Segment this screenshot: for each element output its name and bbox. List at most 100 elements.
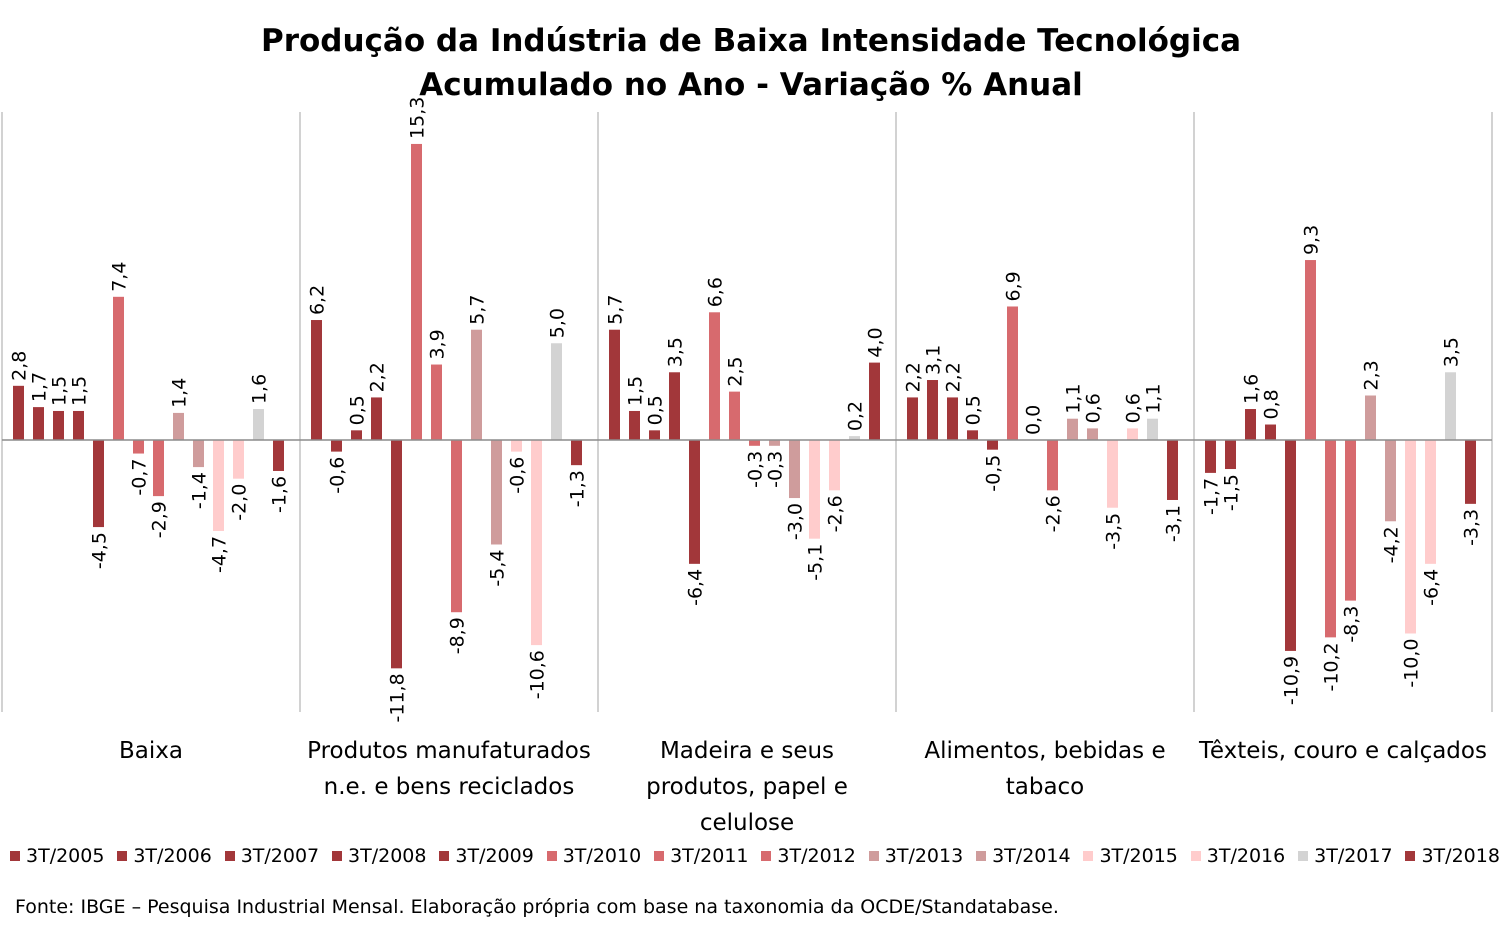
legend-item: 3T/2009 (439, 845, 534, 867)
legend-label: 3T/2016 (1206, 845, 1286, 867)
bar-3T-2017-cat-2 (849, 436, 860, 440)
bar-3T-2017-cat-1 (551, 343, 562, 440)
bar-3T-2008-cat-1 (371, 397, 382, 440)
category-label: Produtos manufaturados (307, 738, 591, 764)
legend-item: 3T/2011 (654, 845, 749, 867)
data-label: 1,6 (1241, 374, 1263, 404)
bar-3T-2010-cat-2 (709, 312, 720, 440)
legend-item: 3T/2007 (224, 845, 320, 867)
data-label: 0,8 (1261, 389, 1283, 419)
category-label: tabaco (1006, 774, 1085, 800)
bar-3T-2011-cat-1 (431, 364, 442, 440)
data-label: 1,7 (29, 372, 51, 402)
bar-3T-2007-cat-4 (1245, 409, 1256, 440)
bar-3T-2006-cat-3 (927, 380, 938, 440)
data-label: 2,5 (725, 356, 747, 386)
bar-3T-2016-cat-4 (1425, 440, 1436, 564)
bar-3T-2009-cat-0 (93, 440, 104, 528)
bar-3T-2009-cat-4 (1285, 440, 1296, 651)
bar-3T-2012-cat-1 (451, 440, 462, 613)
bar-3T-2012-cat-2 (749, 440, 760, 446)
legend-label: 3T/2012 (777, 845, 856, 867)
data-label: -3,0 (785, 503, 807, 540)
data-label: 0,5 (645, 395, 667, 425)
legend-label: 3T/2015 (1099, 845, 1178, 867)
bar-3T-2008-cat-4 (1265, 424, 1276, 440)
bar-3T-2005-cat-1 (311, 320, 322, 440)
data-label: -1,3 (567, 470, 589, 507)
data-label: 0,5 (963, 395, 985, 425)
data-label: -10,2 (1321, 642, 1343, 691)
data-label: 1,5 (69, 376, 91, 406)
bar-3T-2014-cat-2 (789, 440, 800, 499)
chart-plot: 2,86,2 5,72,2-1,71,7-0,61,53,1-1,51,50,5 0… (1, 97, 1493, 836)
data-label: 6,9 (1003, 271, 1025, 301)
bar-3T-2008-cat-2 (669, 372, 680, 440)
legend-swatch (976, 851, 987, 861)
data-label: -0,5 (983, 455, 1005, 492)
data-label: -5,1 (805, 544, 827, 581)
legend-swatch (332, 851, 343, 861)
data-label: 9,3 (1301, 225, 1323, 255)
legend-swatch (117, 851, 128, 861)
data-label: -6,4 (1421, 569, 1443, 606)
bar-3T-2010-cat-3 (1007, 306, 1018, 440)
legend-label: 3T/2005 (26, 845, 105, 867)
legend-label: 3T/2007 (240, 845, 320, 867)
bar-3T-2017-cat-3 (1147, 418, 1158, 440)
data-label: 0,5 (347, 395, 369, 425)
bar-3T-2013-cat-4 (1365, 395, 1376, 440)
bar-3T-2009-cat-3 (987, 440, 998, 450)
legend-item: 3T/2010 (546, 845, 641, 867)
data-label: -2,6 (1043, 495, 1065, 532)
bar-3T-2007-cat-2 (649, 430, 660, 440)
legend-label: 3T/2011 (670, 845, 749, 867)
source-note: Fonte: IBGE – Pesquisa Industrial Mensal… (15, 896, 1059, 918)
data-label: 5,7 (467, 294, 489, 324)
data-label: -3,5 (1103, 513, 1125, 550)
chart-legend: 3T/2005 3T/2006 3T/2007 3T/2008 3T/2009 3T/20… (10, 845, 1500, 867)
bar-3T-2018-cat-1 (571, 440, 582, 466)
data-label: 3,5 (665, 337, 687, 367)
data-label: -8,9 (447, 617, 469, 654)
category-label: produtos, papel e (646, 774, 848, 800)
bar-3T-2015-cat-4 (1405, 440, 1416, 634)
legend-item: 3T/2013 (868, 845, 964, 867)
bar-3T-2011-cat-4 (1325, 440, 1336, 638)
legend-label: 3T/2013 (884, 845, 964, 867)
bar-3T-2016-cat-0 (233, 440, 244, 479)
data-label: 4,0 (865, 327, 887, 357)
data-label: -1,5 (1221, 474, 1243, 511)
data-label: 5,7 (605, 294, 627, 324)
data-label: 3,5 (1441, 337, 1463, 367)
data-label: 2,2 (367, 362, 389, 392)
data-label: -3,3 (1461, 509, 1483, 546)
bar-3T-2008-cat-3 (967, 430, 978, 440)
bar-3T-2009-cat-1 (391, 440, 402, 669)
bar-3T-2007-cat-0 (53, 410, 64, 440)
bar-3T-2006-cat-2 (629, 410, 640, 440)
bar-3T-2013-cat-2 (769, 440, 780, 446)
data-label: 2,3 (1361, 360, 1383, 390)
bar-3T-2007-cat-1 (351, 430, 362, 440)
data-label: 1,5 (49, 376, 71, 406)
bar-3T-2006-cat-0 (33, 407, 44, 440)
legend-swatch (546, 851, 557, 861)
data-label: -2,0 (229, 484, 251, 521)
data-label: -10,6 (527, 650, 549, 699)
bar-3T-2016-cat-3 (1127, 428, 1138, 440)
data-label: -0,6 (507, 457, 529, 494)
category-label: n.e. e bens reciclados (324, 774, 575, 800)
data-label: -3,1 (1163, 505, 1185, 542)
bar-3T-2018-cat-2 (869, 362, 880, 440)
data-label: -6,4 (685, 569, 707, 606)
bar-3T-2017-cat-4 (1445, 372, 1456, 440)
legend-swatch (1190, 851, 1201, 861)
data-label: 1,1 (1143, 383, 1165, 413)
legend-swatch (439, 851, 450, 861)
legend-item: 3T/2017 (1298, 845, 1393, 867)
data-label: 0,6 (1083, 393, 1105, 423)
data-label: 0,0 (1023, 405, 1045, 435)
legend-swatch (761, 851, 772, 861)
data-label: -4,2 (1381, 526, 1403, 563)
